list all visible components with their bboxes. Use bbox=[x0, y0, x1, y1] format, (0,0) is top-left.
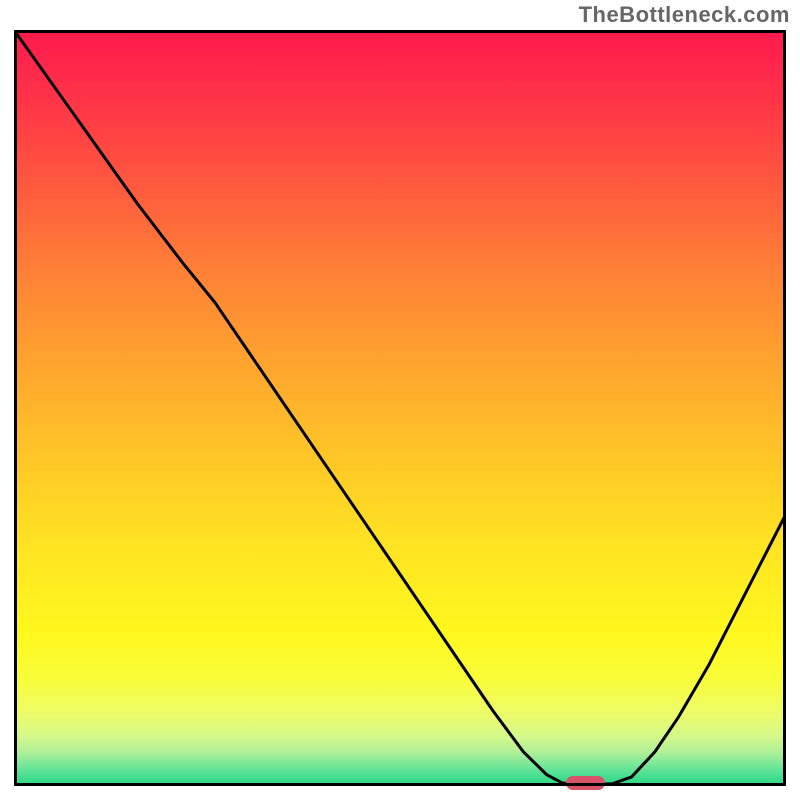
chart-container: TheBottleneck.com bbox=[0, 0, 800, 800]
watermark-text: TheBottleneck.com bbox=[579, 2, 790, 28]
bottleneck-curve bbox=[14, 30, 786, 786]
optimal-point-marker bbox=[566, 776, 605, 790]
